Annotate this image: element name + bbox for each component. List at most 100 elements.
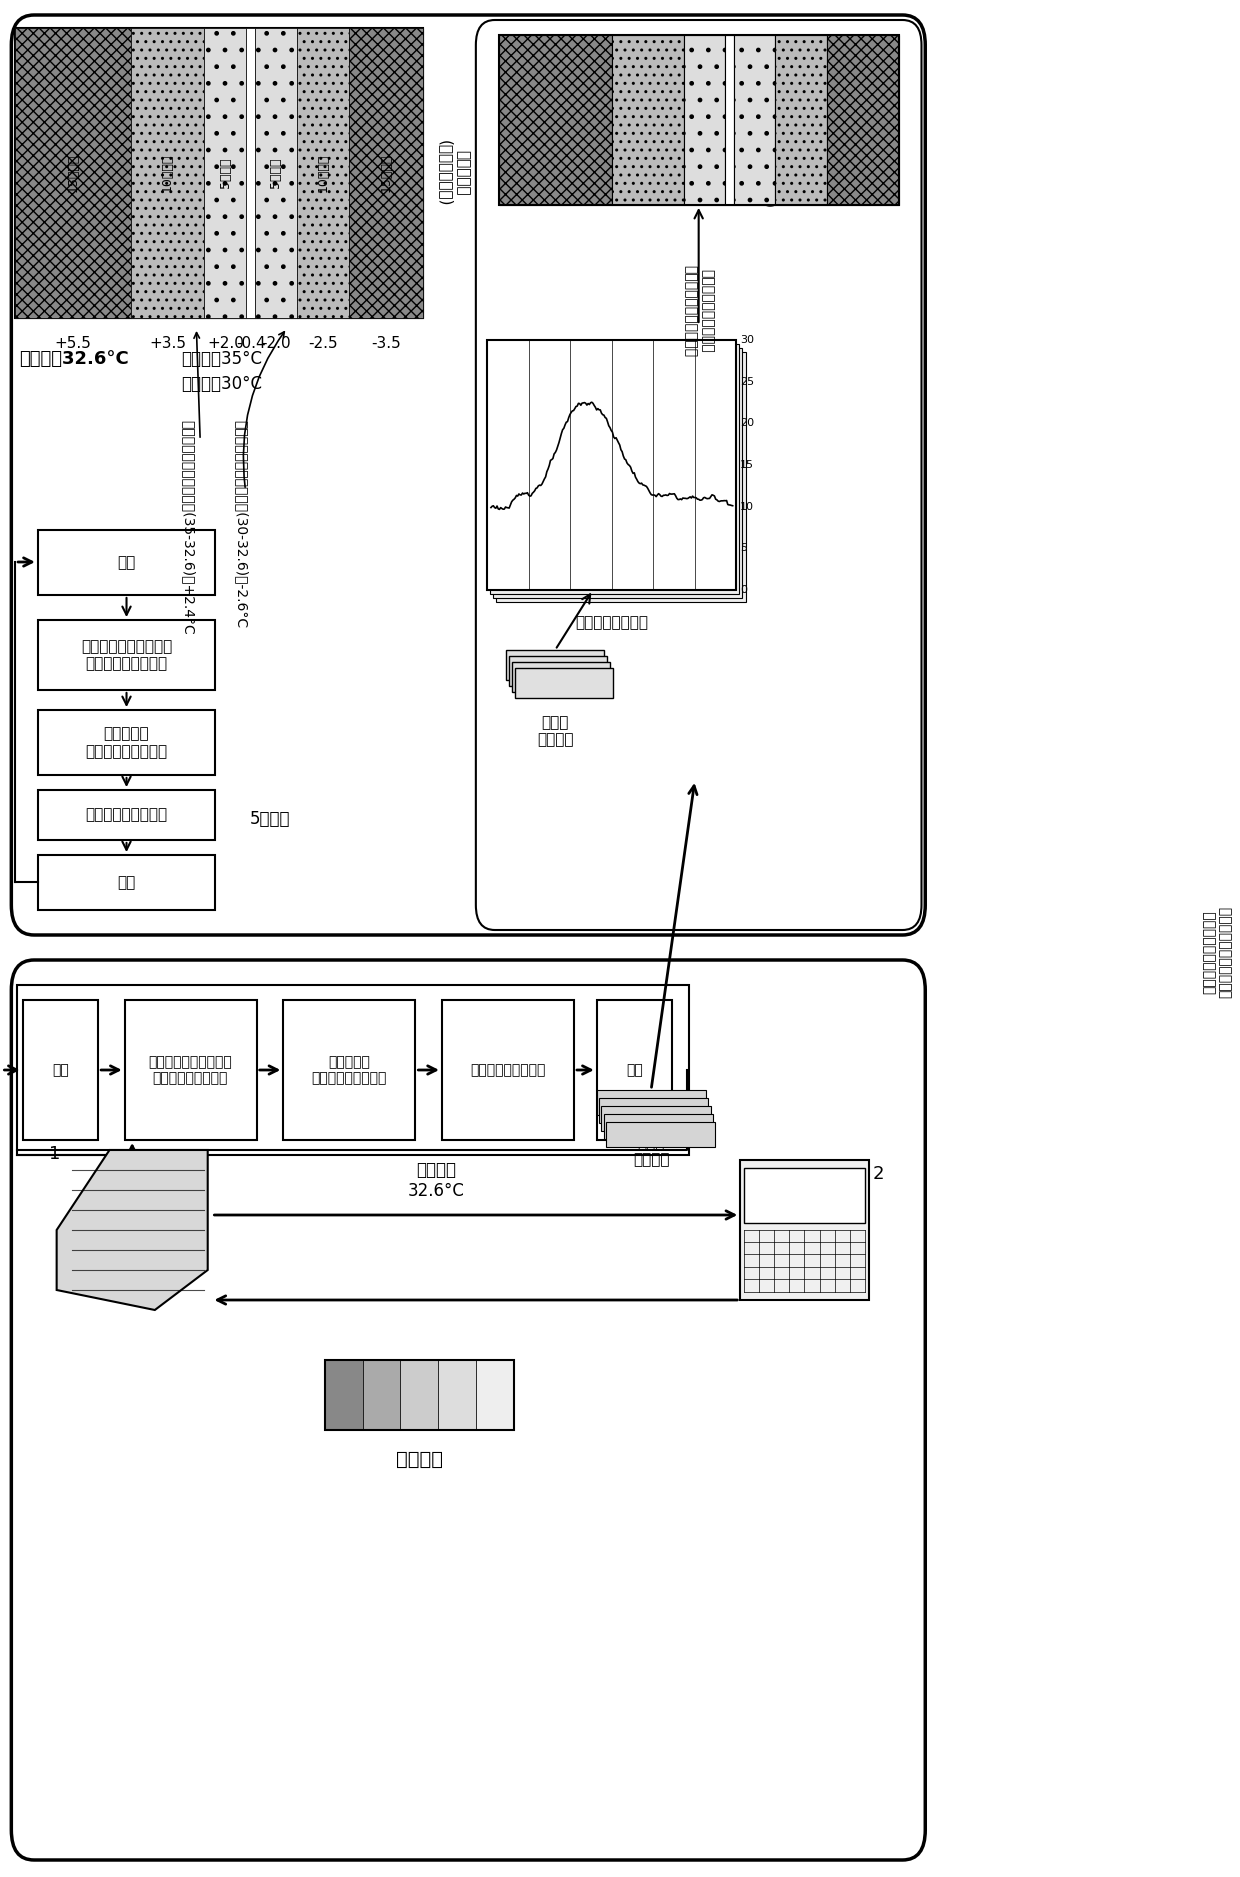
Bar — [476, 1361, 513, 1430]
Bar — [401, 1361, 438, 1430]
Bar — [205, 28, 247, 317]
Bar — [775, 36, 827, 205]
Text: 计算与上限阈值以及与
下限阈值之间的差分: 计算与上限阈值以及与 下限阈值之间的差分 — [81, 638, 172, 672]
Bar — [734, 36, 775, 205]
Text: 下限值：30°C: 下限值：30°C — [181, 375, 263, 392]
Bar — [254, 28, 296, 317]
Bar — [599, 1098, 708, 1122]
Text: 计算与上限阈值以及与
下限阈值之间的差分: 计算与上限阈值以及与 下限阈值之间的差分 — [149, 1055, 232, 1085]
Bar — [744, 1167, 864, 1224]
Bar — [283, 1000, 415, 1139]
Text: 5分钟后: 5分钟后 — [249, 811, 290, 828]
Bar — [604, 1115, 713, 1139]
Text: 按照最新的测量值历史
数据更新最大变化量数据: 按照最新的测量值历史 数据更新最大变化量数据 — [1203, 907, 1233, 999]
Bar — [15, 28, 130, 317]
Bar — [487, 340, 737, 589]
Text: 15: 15 — [740, 460, 754, 469]
Bar — [515, 668, 614, 698]
Bar — [247, 28, 254, 317]
Text: 1: 1 — [50, 1145, 61, 1164]
Text: -3.5: -3.5 — [371, 336, 401, 351]
Text: 10: 10 — [740, 501, 754, 512]
Text: 定期上传: 定期上传 — [396, 1451, 443, 1470]
Text: 感测: 感测 — [52, 1062, 68, 1077]
Bar — [494, 347, 743, 599]
Text: 确定下次的测量时刻: 确定下次的测量时刻 — [86, 807, 167, 822]
Bar — [490, 343, 739, 593]
Bar — [247, 28, 254, 317]
Text: +5.5: +5.5 — [55, 336, 92, 351]
FancyBboxPatch shape — [476, 21, 921, 929]
Text: 测量值：
32.6°C: 测量值： 32.6°C — [408, 1162, 464, 1199]
Text: 测量值：32.6°C: 测量值：32.6°C — [19, 349, 129, 368]
Text: 根据差分，
参照最大变化量数据: 根据差分， 参照最大变化量数据 — [86, 726, 167, 758]
Text: 最大变化量
(动作设定参数): 最大变化量 (动作设定参数) — [744, 139, 776, 206]
Bar — [496, 353, 745, 603]
FancyBboxPatch shape — [11, 959, 925, 1860]
Bar — [350, 28, 423, 317]
Text: -0.4: -0.4 — [236, 336, 265, 351]
Bar — [37, 790, 216, 841]
Bar — [740, 1160, 869, 1301]
Bar — [596, 1000, 672, 1139]
Text: 上限值：35°C: 上限值：35°C — [181, 349, 263, 368]
Bar — [596, 1091, 707, 1115]
FancyBboxPatch shape — [11, 15, 925, 935]
Text: 休眠: 休眠 — [118, 875, 135, 890]
Text: +2.0: +2.0 — [207, 336, 244, 351]
Text: 测量值
历史数据: 测量值 历史数据 — [632, 1136, 670, 1167]
Bar — [37, 619, 216, 691]
Text: 最大变化量
(动作设定参数): 最大变化量 (动作设定参数) — [438, 139, 470, 206]
Bar — [498, 36, 899, 205]
Text: 30: 30 — [740, 334, 754, 345]
Text: 与上限阈值之间的差分＝(35-32.6)＝+2.4°C: 与上限阈值之间的差分＝(35-32.6)＝+2.4°C — [181, 420, 195, 634]
Bar — [350, 28, 423, 317]
Text: 根据差分，
参照最大变化量数据: 根据差分， 参照最大变化量数据 — [311, 1055, 387, 1085]
Text: -2.0: -2.0 — [260, 336, 290, 351]
Bar — [441, 1000, 574, 1139]
Bar — [325, 1361, 513, 1430]
Bar — [613, 36, 684, 205]
Bar — [37, 529, 216, 595]
Bar — [254, 28, 296, 317]
Bar — [130, 28, 205, 317]
Text: 休眠: 休眠 — [626, 1062, 642, 1077]
Bar — [506, 649, 604, 679]
Bar — [16, 985, 689, 1154]
Text: 15分钟后: 15分钟后 — [379, 154, 393, 191]
Text: 感测: 感测 — [118, 556, 135, 571]
Bar — [37, 710, 216, 775]
Bar — [37, 856, 216, 910]
Bar — [296, 28, 350, 317]
Text: 20: 20 — [740, 419, 754, 428]
Text: 10分钟后: 10分钟后 — [161, 154, 174, 191]
Text: 25: 25 — [740, 377, 754, 387]
Text: 过去的测量值数据: 过去的测量值数据 — [575, 616, 649, 631]
Bar — [22, 1000, 98, 1139]
Bar — [498, 36, 613, 205]
Bar — [205, 28, 247, 317]
Text: 5: 5 — [740, 542, 748, 554]
Bar — [601, 1106, 711, 1132]
Bar — [15, 28, 423, 317]
Text: 15分钟后: 15分钟后 — [67, 154, 79, 191]
Bar — [325, 1361, 362, 1430]
Text: 5分钟后: 5分钟后 — [269, 158, 283, 188]
Bar — [296, 28, 350, 317]
Text: +3.5: +3.5 — [149, 336, 186, 351]
Bar — [827, 36, 899, 205]
Bar — [606, 1122, 715, 1147]
Bar — [125, 1000, 257, 1139]
Bar — [510, 655, 608, 685]
Text: 2: 2 — [873, 1166, 884, 1183]
Text: 测量值
历史数据: 测量值 历史数据 — [537, 715, 573, 747]
Bar — [684, 36, 725, 205]
Bar — [438, 1361, 476, 1430]
Bar — [362, 1361, 401, 1430]
Bar — [130, 28, 205, 317]
Bar — [15, 28, 130, 317]
Text: -2.5: -2.5 — [309, 336, 339, 351]
Text: 10分钟后: 10分钟后 — [316, 154, 330, 191]
Text: 5分钟后: 5分钟后 — [218, 158, 232, 188]
Text: 与下限阈值之间的差分＝(30-32.6)＝-2.6°C: 与下限阈值之间的差分＝(30-32.6)＝-2.6°C — [234, 420, 248, 629]
